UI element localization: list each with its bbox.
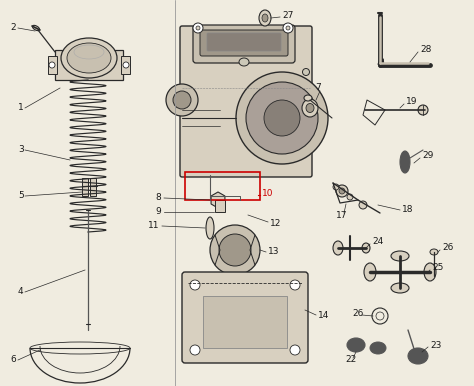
Text: 6: 6: [10, 356, 16, 364]
Text: 2: 2: [10, 24, 16, 32]
Text: 22: 22: [345, 356, 356, 364]
Polygon shape: [211, 192, 225, 208]
Text: 9: 9: [155, 208, 161, 217]
Ellipse shape: [67, 43, 111, 73]
Circle shape: [347, 194, 353, 200]
Text: 1: 1: [18, 103, 24, 112]
Text: 14: 14: [318, 310, 329, 320]
Ellipse shape: [239, 58, 249, 66]
Text: 7: 7: [315, 83, 321, 93]
Text: 10: 10: [262, 190, 273, 198]
Text: 3: 3: [18, 146, 24, 154]
Bar: [185, 172, 260, 200]
Text: 24: 24: [372, 237, 383, 247]
Ellipse shape: [391, 251, 409, 261]
Ellipse shape: [408, 348, 428, 364]
Ellipse shape: [32, 25, 40, 30]
Circle shape: [219, 234, 251, 266]
Text: 5: 5: [18, 191, 24, 200]
Text: 26: 26: [442, 244, 453, 252]
Circle shape: [290, 345, 300, 355]
Text: 8: 8: [155, 193, 161, 203]
Circle shape: [339, 188, 345, 194]
Circle shape: [236, 72, 328, 164]
Text: 11: 11: [148, 222, 159, 230]
Ellipse shape: [362, 243, 370, 253]
Text: 25: 25: [432, 264, 443, 273]
Ellipse shape: [61, 38, 117, 78]
Ellipse shape: [304, 95, 312, 101]
FancyBboxPatch shape: [193, 25, 295, 63]
Ellipse shape: [400, 151, 410, 173]
Circle shape: [190, 345, 200, 355]
Circle shape: [359, 201, 367, 209]
Ellipse shape: [206, 217, 214, 239]
Circle shape: [210, 225, 260, 275]
Circle shape: [246, 82, 318, 154]
Ellipse shape: [424, 263, 436, 281]
Text: 28: 28: [420, 46, 431, 54]
Bar: [203, 296, 287, 348]
Circle shape: [283, 23, 293, 33]
Ellipse shape: [430, 249, 438, 255]
Text: 12: 12: [270, 220, 282, 229]
Text: 26: 26: [352, 310, 364, 318]
Text: 13: 13: [268, 247, 280, 257]
Circle shape: [123, 62, 129, 68]
FancyBboxPatch shape: [182, 272, 308, 363]
FancyBboxPatch shape: [180, 26, 312, 177]
Text: 17: 17: [336, 210, 347, 220]
Circle shape: [264, 100, 300, 136]
Ellipse shape: [333, 241, 343, 255]
FancyBboxPatch shape: [207, 33, 281, 51]
Bar: [215, 200, 225, 212]
Bar: [55, 50, 123, 80]
Circle shape: [193, 23, 203, 33]
Text: 29: 29: [422, 151, 433, 159]
Bar: [82, 178, 88, 196]
Circle shape: [190, 280, 200, 290]
Ellipse shape: [418, 105, 428, 115]
Bar: [121, 56, 130, 74]
Ellipse shape: [306, 103, 314, 112]
Ellipse shape: [391, 283, 409, 293]
Bar: [90, 178, 96, 196]
Ellipse shape: [370, 342, 386, 354]
Text: 23: 23: [430, 340, 441, 349]
Circle shape: [290, 280, 300, 290]
Ellipse shape: [302, 99, 318, 117]
Text: 4: 4: [18, 288, 24, 296]
Text: 18: 18: [402, 205, 413, 215]
Ellipse shape: [262, 14, 268, 22]
Circle shape: [336, 185, 348, 197]
Ellipse shape: [364, 263, 376, 281]
Ellipse shape: [302, 68, 310, 76]
Circle shape: [166, 84, 198, 116]
FancyBboxPatch shape: [200, 30, 288, 56]
Circle shape: [49, 62, 55, 68]
Text: 19: 19: [406, 98, 418, 107]
Text: 27: 27: [282, 12, 293, 20]
Circle shape: [196, 26, 200, 30]
Ellipse shape: [259, 10, 271, 26]
Ellipse shape: [347, 338, 365, 352]
Bar: [48, 56, 57, 74]
Circle shape: [173, 91, 191, 109]
Circle shape: [286, 26, 290, 30]
Circle shape: [333, 184, 339, 190]
